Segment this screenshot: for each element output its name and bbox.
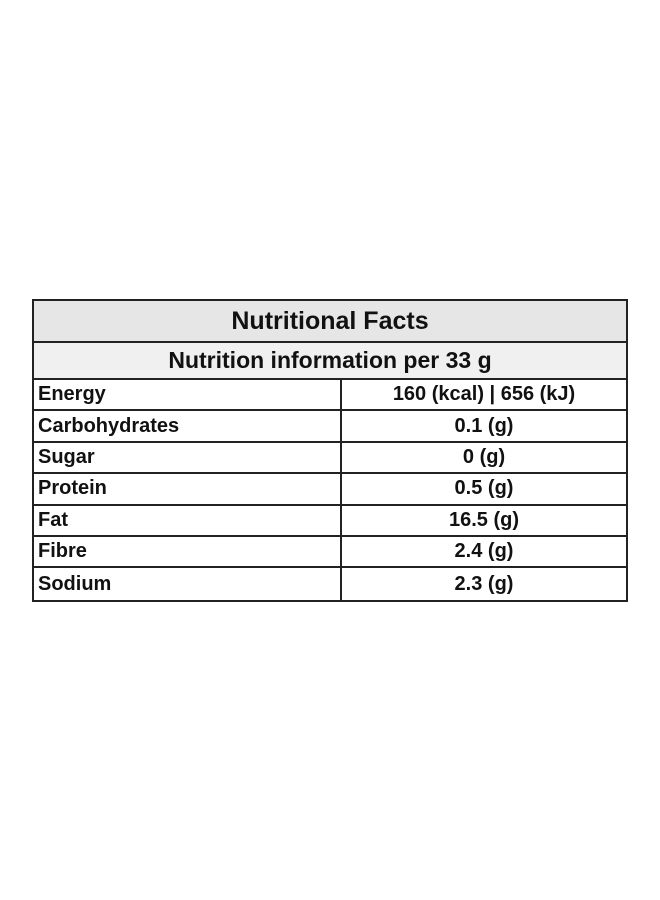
nutrient-value: 2.3 (g): [454, 572, 514, 595]
table-row: Sugar 0 (g): [34, 442, 626, 475]
table-row: Fibre 2.4 (g): [34, 536, 626, 569]
nutrient-name: Sodium: [34, 568, 342, 600]
table-subtitle: Nutrition information per 33 g: [34, 343, 626, 380]
table-row: Sodium 2.3 (g): [34, 568, 626, 600]
nutrient-value: 16.5 (g): [448, 508, 520, 531]
nutrition-facts-table: Nutritional Facts Nutrition information …: [32, 299, 628, 602]
nutrient-name: Fibre: [34, 536, 342, 567]
nutrient-value: 0 (g): [462, 445, 506, 468]
nutrient-value: 0.1 (g): [454, 414, 514, 437]
table-row: Carbohydrates 0.1 (g): [34, 411, 626, 443]
nutrient-value: 160 (kcal) | 656 (kJ): [392, 383, 576, 406]
nutrient-value: 2.4 (g): [454, 540, 514, 563]
nutrient-name: Energy: [34, 380, 342, 410]
nutrient-name: Protein: [34, 474, 342, 504]
table-row: Energy 160 (kcal) | 656 (kJ): [34, 380, 626, 412]
table-title: Nutritional Facts: [34, 301, 626, 343]
table-row: Fat 16.5 (g): [34, 505, 626, 537]
nutrient-name: Carbohydrates: [34, 411, 342, 441]
nutrient-value: 0.5 (g): [454, 477, 514, 500]
nutrient-name: Fat: [34, 505, 342, 535]
nutrient-name: Sugar: [34, 442, 342, 473]
table-row: Protein 0.5 (g): [34, 474, 626, 506]
